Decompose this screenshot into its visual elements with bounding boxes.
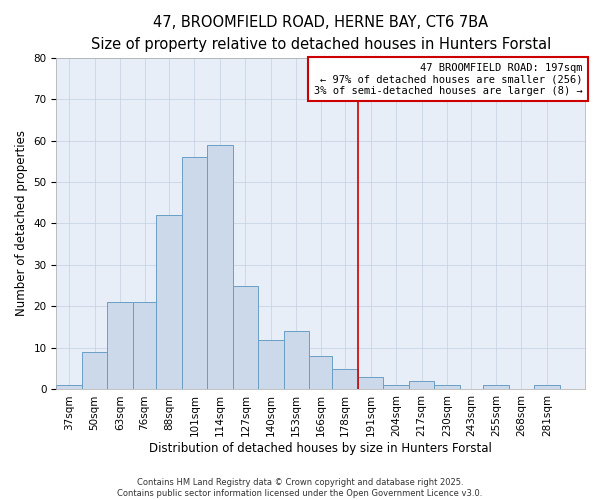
Y-axis label: Number of detached properties: Number of detached properties [15, 130, 28, 316]
Bar [207, 144, 233, 390]
Bar [434, 386, 460, 390]
Bar [284, 332, 309, 390]
Bar [156, 215, 182, 390]
Bar [309, 356, 332, 390]
Bar [82, 352, 107, 390]
Bar [409, 381, 434, 390]
Bar [383, 386, 409, 390]
Bar [258, 340, 284, 390]
Bar [483, 386, 509, 390]
Text: 47 BROOMFIELD ROAD: 197sqm
← 97% of detached houses are smaller (256)
3% of semi: 47 BROOMFIELD ROAD: 197sqm ← 97% of deta… [314, 62, 583, 96]
Bar [182, 157, 207, 390]
Bar [233, 286, 258, 390]
Text: Contains HM Land Registry data © Crown copyright and database right 2025.
Contai: Contains HM Land Registry data © Crown c… [118, 478, 482, 498]
Bar [332, 368, 358, 390]
Bar [107, 302, 133, 390]
Title: 47, BROOMFIELD ROAD, HERNE BAY, CT6 7BA
Size of property relative to detached ho: 47, BROOMFIELD ROAD, HERNE BAY, CT6 7BA … [91, 15, 551, 52]
X-axis label: Distribution of detached houses by size in Hunters Forstal: Distribution of detached houses by size … [149, 442, 492, 455]
Bar [56, 386, 82, 390]
Bar [358, 377, 383, 390]
Bar [133, 302, 156, 390]
Bar [534, 386, 560, 390]
